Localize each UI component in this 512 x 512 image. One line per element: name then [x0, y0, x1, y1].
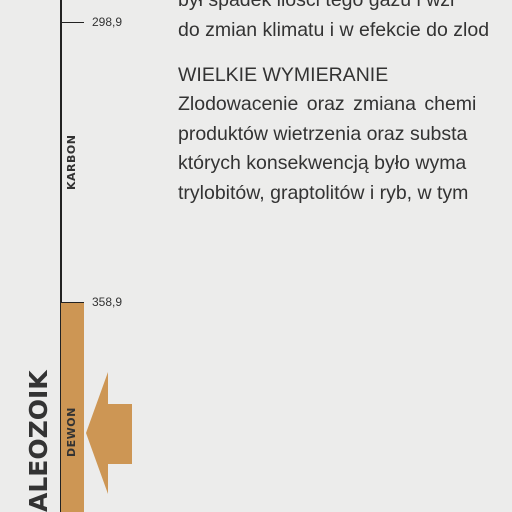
timeline-axis: [60, 0, 62, 512]
section-heading: WIELKIE WYMIERANIE: [178, 64, 389, 86]
text-line: których konsekwencją było wyma: [178, 152, 467, 174]
tick-label: 358,9: [92, 295, 123, 309]
text-line: trylobitów, graptolitów i ryb, w tym: [178, 181, 469, 204]
text-line: do zmian klimatu i w efekcie do zlod: [178, 18, 490, 41]
text-before: był spadek ilości tego gazu i wzr do zmi…: [178, 0, 512, 45]
tick-mark: [61, 22, 84, 23]
tick-label: 298,9: [92, 15, 123, 29]
pointer-arrow-icon: [86, 372, 132, 494]
text-line: był spadek ilości tego gazu i wzr: [178, 0, 457, 11]
period-name-dewon: DEWON: [65, 407, 78, 457]
period-band-dewon: [61, 302, 84, 512]
era-label: ALEOZOIK: [24, 370, 53, 512]
section-paragraph: Zlodowacenie oraz zmiana chemi produktów…: [178, 90, 512, 208]
text-line: Zlodowacenie oraz zmiana chemi: [178, 93, 477, 115]
text-line: produktów wietrzenia oraz substa: [178, 122, 468, 145]
tick-mark: [61, 302, 84, 303]
period-name-karbon: KARBON: [65, 134, 78, 190]
